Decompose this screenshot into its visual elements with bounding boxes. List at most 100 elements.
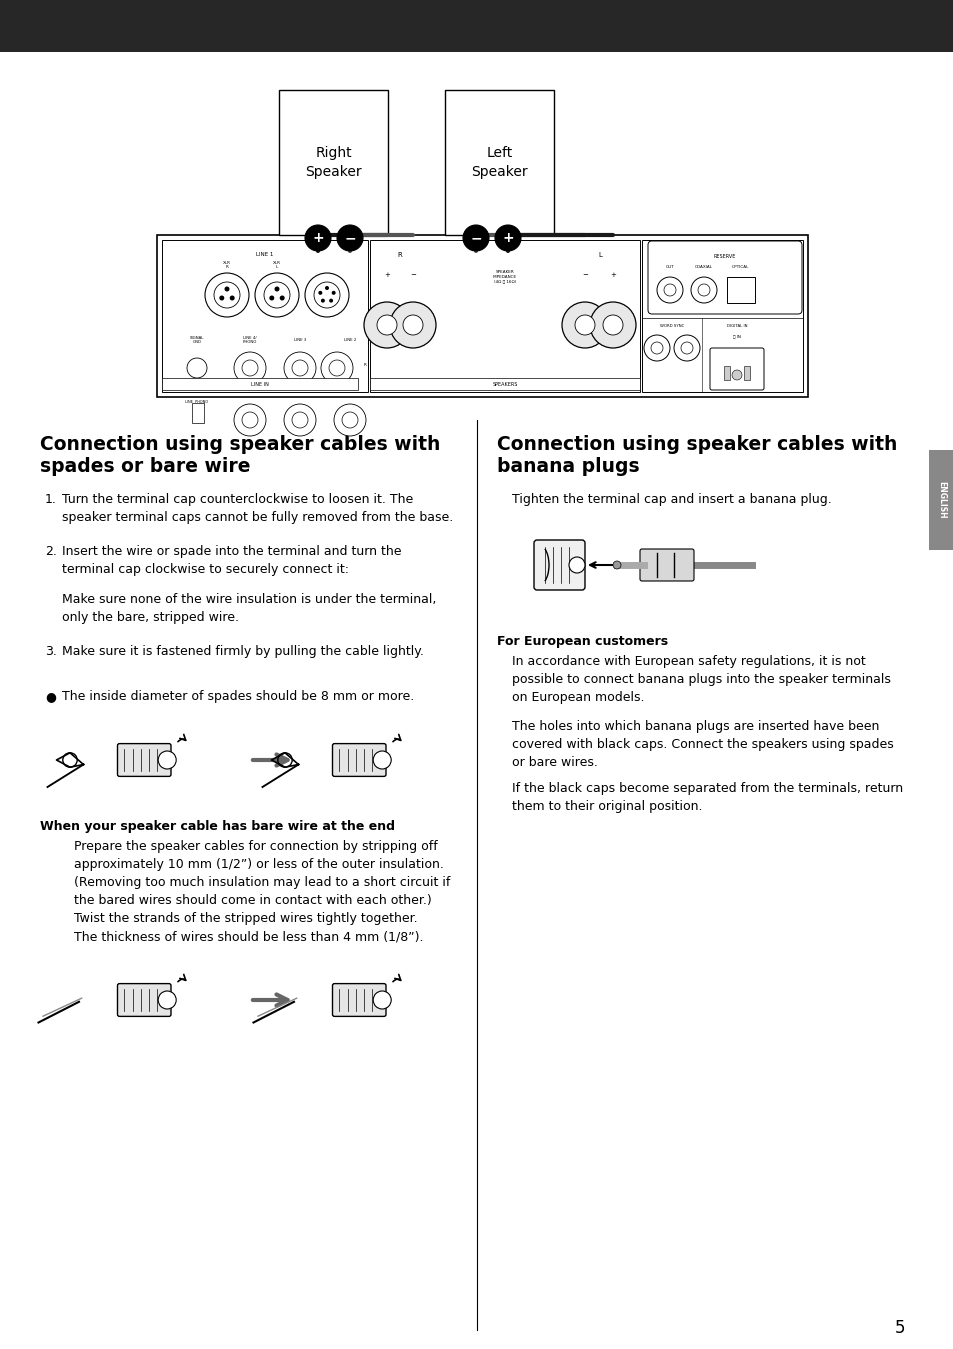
- Circle shape: [320, 352, 353, 384]
- Bar: [278, 90, 388, 235]
- Text: Insert the wire or spade into the terminal and turn the
terminal cap clockwise t: Insert the wire or spade into the termin…: [62, 545, 401, 576]
- Text: Make sure none of the wire insulation is under the terminal,
only the bare, stri: Make sure none of the wire insulation is…: [62, 594, 436, 625]
- Circle shape: [254, 272, 298, 317]
- Text: Connection using speaker cables with: Connection using speaker cables with: [497, 434, 897, 455]
- Circle shape: [390, 302, 436, 348]
- FancyBboxPatch shape: [333, 743, 386, 777]
- Text: +: +: [609, 272, 616, 278]
- Text: LINE 4/
PHONO: LINE 4/ PHONO: [243, 336, 257, 344]
- Text: −: −: [410, 272, 416, 278]
- Circle shape: [575, 316, 595, 335]
- Circle shape: [495, 225, 520, 251]
- Circle shape: [274, 286, 279, 291]
- Text: For European customers: For European customers: [497, 635, 667, 648]
- Text: Make sure it is fastened firmly by pulling the cable lightly.: Make sure it is fastened firmly by pulli…: [62, 645, 423, 658]
- Circle shape: [680, 343, 692, 353]
- Circle shape: [613, 561, 620, 569]
- Circle shape: [329, 298, 333, 302]
- Circle shape: [305, 272, 349, 317]
- Bar: [743, 366, 749, 380]
- Text: ～ IN: ～ IN: [732, 335, 740, 339]
- Circle shape: [314, 282, 339, 308]
- Text: XLR
L: XLR L: [273, 260, 281, 270]
- Circle shape: [158, 992, 176, 1009]
- FancyBboxPatch shape: [534, 540, 584, 590]
- Circle shape: [158, 751, 176, 769]
- Text: spades or bare wire: spades or bare wire: [40, 457, 251, 476]
- Text: LINE 1: LINE 1: [256, 252, 274, 258]
- Circle shape: [698, 285, 709, 295]
- Circle shape: [325, 286, 329, 290]
- Text: ●: ●: [45, 689, 56, 703]
- Circle shape: [233, 403, 266, 436]
- Circle shape: [336, 225, 363, 251]
- Text: LINE 3: LINE 3: [294, 339, 306, 343]
- FancyBboxPatch shape: [333, 983, 386, 1016]
- Circle shape: [462, 225, 489, 251]
- Bar: [162, 240, 368, 393]
- Bar: [370, 240, 639, 393]
- Bar: [162, 378, 357, 390]
- Text: L: L: [335, 363, 336, 367]
- FancyBboxPatch shape: [117, 743, 171, 777]
- Text: OPTICAL: OPTICAL: [731, 264, 748, 268]
- FancyBboxPatch shape: [647, 241, 801, 314]
- Circle shape: [332, 291, 335, 295]
- Circle shape: [663, 285, 676, 295]
- Text: SIGNAL
GND: SIGNAL GND: [190, 336, 204, 344]
- Text: banana plugs: banana plugs: [497, 457, 639, 476]
- Text: OUT: OUT: [665, 264, 674, 268]
- Text: 2.: 2.: [45, 545, 57, 558]
- Bar: [157, 235, 807, 397]
- Text: Left
Speaker: Left Speaker: [471, 146, 527, 179]
- Bar: [726, 277, 754, 304]
- Circle shape: [373, 992, 391, 1009]
- Text: SPEAKER
IMPEDANCE
(4Ω ～ 16Ω): SPEAKER IMPEDANCE (4Ω ～ 16Ω): [493, 270, 517, 283]
- Bar: [928, 451, 953, 550]
- Bar: [370, 378, 639, 390]
- Text: SPEAKERS: SPEAKERS: [492, 382, 517, 387]
- Circle shape: [334, 403, 366, 436]
- Bar: [0, 0, 953, 53]
- Circle shape: [341, 411, 357, 428]
- FancyBboxPatch shape: [639, 549, 693, 581]
- Circle shape: [233, 352, 266, 384]
- Circle shape: [329, 360, 345, 376]
- Circle shape: [284, 352, 315, 384]
- Text: The inside diameter of spades should be 8 mm or more.: The inside diameter of spades should be …: [62, 689, 414, 703]
- Circle shape: [561, 302, 607, 348]
- Text: COAXIAL: COAXIAL: [695, 264, 712, 268]
- Text: The holes into which banana plugs are inserted have been
covered with black caps: The holes into which banana plugs are in…: [512, 720, 893, 769]
- Circle shape: [205, 272, 249, 317]
- Circle shape: [373, 751, 391, 769]
- Text: L: L: [598, 252, 601, 258]
- Circle shape: [402, 316, 422, 335]
- Text: Turn the terminal cap counterclockwise to loosen it. The
speaker terminal caps c: Turn the terminal cap counterclockwise t…: [62, 492, 453, 523]
- Text: In accordance with European safety regulations, it is not
possible to connect ba: In accordance with European safety regul…: [512, 656, 890, 704]
- Text: +: +: [312, 231, 323, 246]
- Circle shape: [292, 360, 308, 376]
- Circle shape: [673, 335, 700, 362]
- Bar: [641, 240, 802, 393]
- Circle shape: [643, 335, 669, 362]
- Text: −: −: [470, 231, 481, 246]
- Circle shape: [264, 282, 290, 308]
- Circle shape: [242, 411, 257, 428]
- Circle shape: [364, 302, 410, 348]
- Text: R: R: [364, 363, 367, 367]
- Circle shape: [219, 295, 224, 301]
- Bar: [444, 90, 554, 235]
- FancyBboxPatch shape: [117, 983, 171, 1016]
- Circle shape: [284, 403, 315, 436]
- Text: When your speaker cable has bare wire at the end: When your speaker cable has bare wire at…: [40, 820, 395, 832]
- Circle shape: [602, 316, 622, 335]
- Text: +: +: [501, 231, 514, 246]
- Text: LINE 2: LINE 2: [343, 339, 355, 343]
- Text: −: −: [344, 231, 355, 246]
- Circle shape: [213, 282, 240, 308]
- Text: Right
Speaker: Right Speaker: [305, 146, 361, 179]
- Text: If the black caps become separated from the terminals, return
them to their orig: If the black caps become separated from …: [512, 782, 902, 813]
- Circle shape: [568, 557, 584, 573]
- Text: R: R: [397, 252, 402, 258]
- Bar: [723, 366, 729, 380]
